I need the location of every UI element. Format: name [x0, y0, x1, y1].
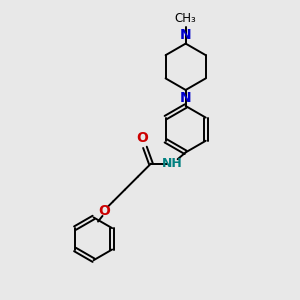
Text: O: O: [98, 204, 110, 218]
Text: N: N: [180, 92, 191, 105]
Text: O: O: [136, 131, 148, 145]
Text: N: N: [180, 28, 191, 42]
Text: CH₃: CH₃: [175, 12, 196, 25]
Text: NH: NH: [162, 157, 183, 170]
